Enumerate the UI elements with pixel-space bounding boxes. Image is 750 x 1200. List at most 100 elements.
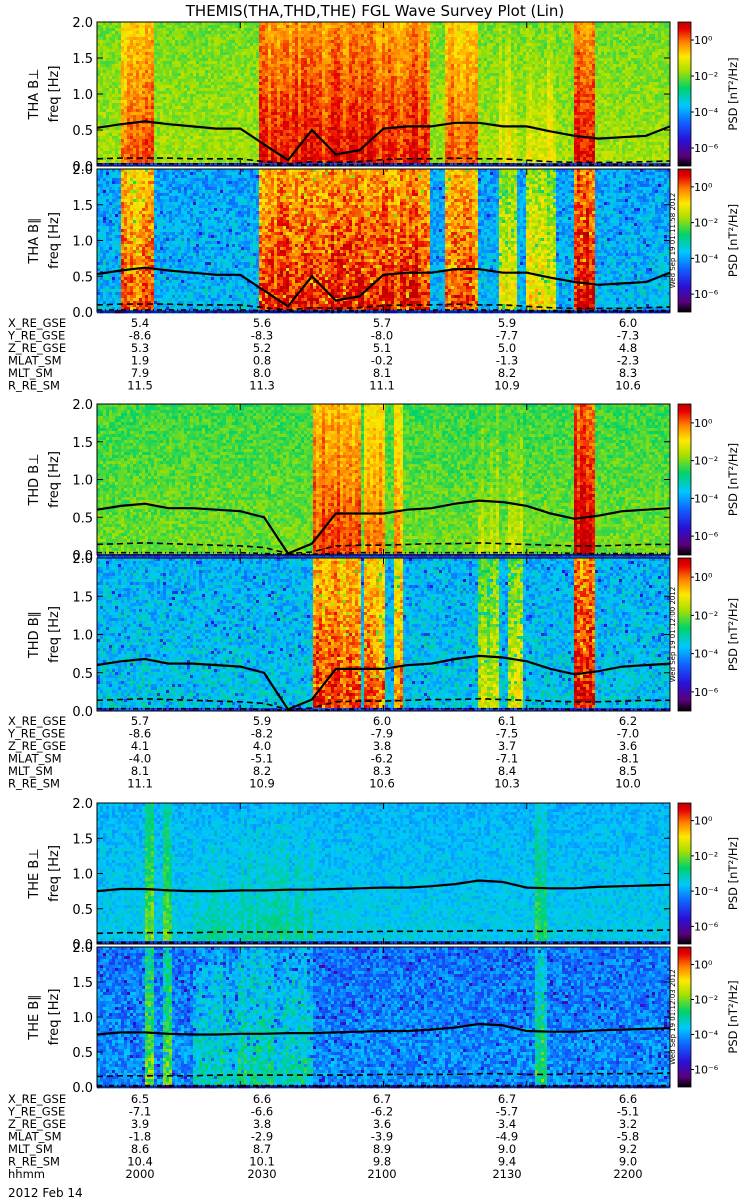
spectrogram-cell [250,79,254,83]
spectrogram-cell [118,91,122,95]
spectrogram-cell [142,40,146,44]
spectrogram-cell [133,25,137,29]
spectrogram-cell [289,46,293,50]
spectrogram-cell [382,79,386,83]
spectrogram-cell [388,67,392,71]
spectrogram-cell [109,163,113,167]
spectrogram-cell [145,25,149,29]
spectrogram-cell [163,136,167,140]
spectrogram-cell [226,139,230,143]
spectrogram-cell [238,118,242,122]
spectrogram-cell [313,49,317,53]
spectrogram-cell [244,46,248,50]
spectrogram-cell [193,52,197,56]
spectrogram-cell [328,136,332,140]
spectrogram-cell [397,22,401,26]
spectrogram-cell [97,163,101,167]
spectrogram-cell [370,160,374,164]
spectrogram-cell [127,76,131,80]
spectrogram-cell [109,22,113,26]
spectrogram-cell [268,112,272,116]
spectrogram-cell [328,58,332,62]
spectrogram-cell [361,49,365,53]
spectrogram-cell [115,79,119,83]
spectrogram-cell [373,76,377,80]
spectrogram-cell [265,148,269,152]
spectrogram-cell [121,103,125,107]
spectrogram-cell [400,55,404,59]
spectrogram-cell [208,124,212,128]
spectrogram-cell [337,46,341,50]
spectrogram-cell [295,43,299,47]
spectrogram-cell [100,25,104,29]
spectrogram-cell [394,121,398,125]
spectrogram-cell [394,148,398,152]
spectrogram-cell [403,64,407,68]
spectrogram-cell [325,91,329,95]
spectrogram-cell [196,76,200,80]
spectrogram-cell [385,163,389,167]
spectrogram-cell [226,121,230,125]
spectrogram-cell [163,127,167,131]
spectrogram-cell [382,40,386,44]
spectrogram-cell [115,58,119,62]
spectrogram-cell [256,115,260,119]
spectrogram-cell [97,97,101,101]
spectrogram-cell [238,37,242,41]
spectrogram-cell [157,64,161,68]
spectrogram-cell [271,109,275,113]
spectrogram-cell [193,76,197,80]
spectrogram-cell [346,73,350,77]
spectrogram-cell [208,34,212,38]
spectrogram-cell [250,139,254,143]
spectrogram-cell [97,55,101,59]
spectrogram-cell [169,40,173,44]
spectrogram-cell [337,58,341,62]
spectrogram-cell [151,103,155,107]
spectrogram-cell [160,103,164,107]
spectrogram-cell [244,55,248,59]
spectrogram-cell [238,142,242,146]
spectrogram-cell [145,70,149,74]
spectrogram-cell [112,163,116,167]
spectrogram-cell [238,64,242,68]
spectrogram-cell [106,160,110,164]
spectrogram-cell [226,34,230,38]
spectrogram-cell [331,112,335,116]
spectrogram-cell [289,49,293,53]
spectrogram-cell [127,82,131,86]
spectrogram-cell [295,58,299,62]
spectrogram-cell [304,154,308,158]
spectrogram-cell [223,43,227,47]
spectrogram-cell [109,64,113,68]
spectrogram-cell [394,133,398,137]
spectrogram-cell [136,73,140,77]
spectrogram-cell [235,106,239,110]
spectrogram-cell [394,46,398,50]
spectrogram-cell [103,40,107,44]
spectrogram-cell [301,130,305,134]
spectrogram-cell [175,142,179,146]
spectrogram-cell [133,109,137,113]
spectrogram-cell [379,25,383,29]
spectrogram-cell [382,70,386,74]
spectrogram-cell [256,82,260,86]
spectrogram-cell [349,97,353,101]
spectrogram-cell [259,124,263,128]
spectrogram-cell [178,49,182,53]
spectrogram-cell [112,100,116,104]
spectrogram-cell [238,85,242,89]
spectrogram-cell [103,28,107,32]
spectrogram-cell [262,121,266,125]
spectrogram-cell [403,88,407,92]
spectrogram-cell [124,106,128,110]
spectrogram-cell [391,61,395,65]
spectrogram-cell [265,124,269,128]
spectrogram-cell [397,76,401,80]
spectrogram-cell [292,154,296,158]
spectrogram-cell [265,130,269,134]
spectrogram-cell [214,64,218,68]
spectrogram-cell [298,139,302,143]
spectrogram-cell [121,136,125,140]
spectrogram-cell [205,106,209,110]
